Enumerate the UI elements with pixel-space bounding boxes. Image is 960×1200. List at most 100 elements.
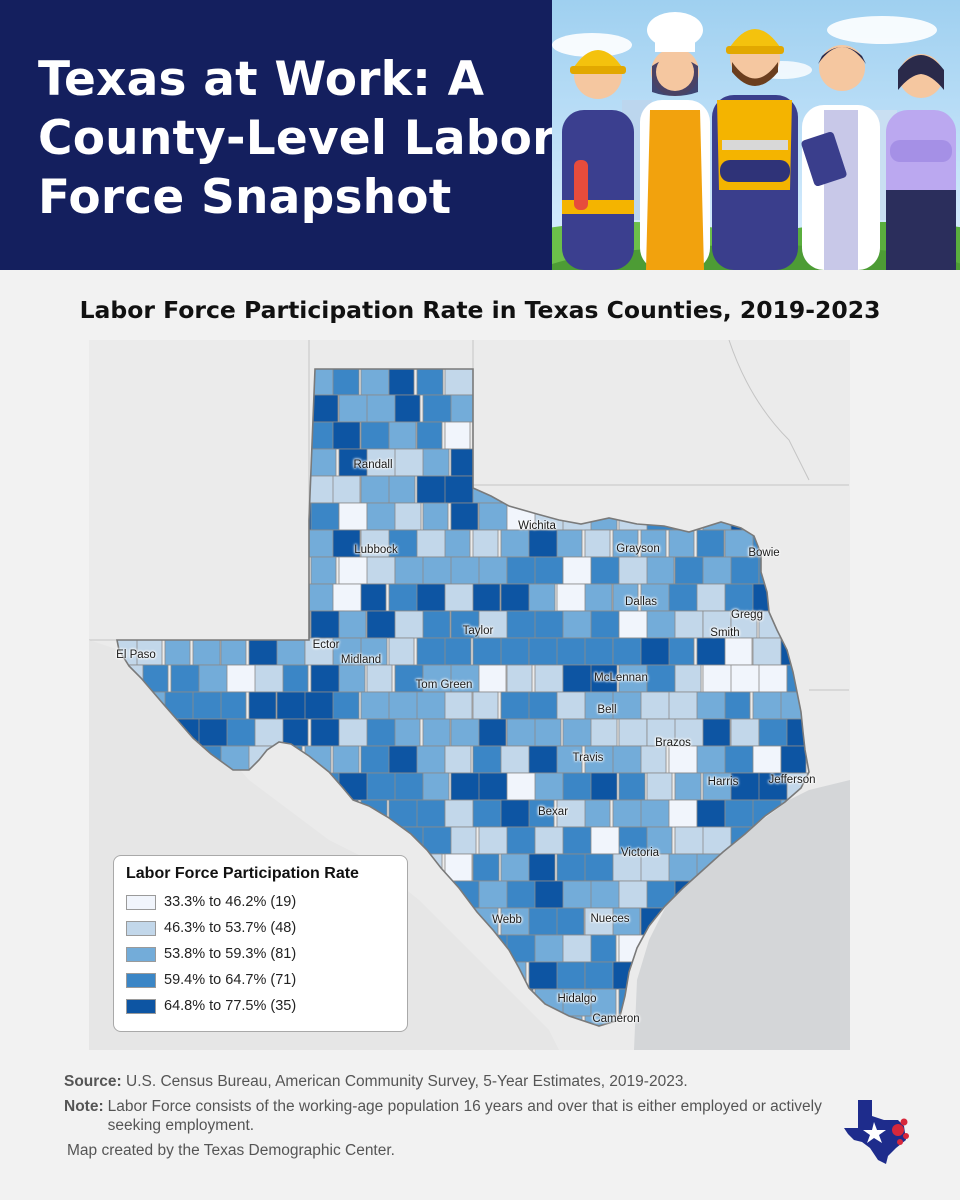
county-polygon (394, 718, 421, 747)
county-polygon (730, 448, 757, 477)
county-polygon (338, 664, 366, 693)
county-polygon (556, 421, 587, 450)
county-polygon (730, 394, 764, 423)
county-polygon (702, 610, 732, 639)
county-polygon (192, 691, 226, 720)
county-polygon (815, 395, 840, 422)
county-polygon (590, 772, 618, 801)
county-polygon (388, 421, 417, 450)
city-label: Harris (707, 776, 739, 788)
city-label: Travis (572, 752, 604, 764)
county-polygon (584, 853, 617, 882)
county-polygon (758, 664, 788, 693)
county-polygon (612, 907, 641, 936)
county-polygon (612, 583, 639, 612)
county-polygon (815, 557, 842, 584)
county-polygon (254, 664, 287, 693)
legend-label: 53.8% to 59.3% (81) (164, 946, 297, 962)
county-polygon (646, 394, 674, 423)
county-polygon (360, 421, 393, 450)
county-polygon (282, 718, 309, 747)
city-label: Taylor (462, 625, 494, 637)
county-polygon (786, 718, 809, 747)
county-polygon (254, 610, 284, 639)
county-polygon (506, 610, 540, 639)
county-polygon (117, 583, 135, 612)
county-polygon (332, 529, 361, 558)
county-polygon (472, 637, 505, 666)
county-polygon (198, 448, 231, 477)
page-title: Texas at Work: A County-Level Labor Forc… (38, 52, 556, 225)
county-polygon (786, 448, 809, 477)
county-polygon (276, 637, 306, 666)
county-polygon (780, 475, 809, 504)
county-polygon (394, 772, 428, 801)
workers-illustration (552, 0, 960, 270)
county-polygon (584, 529, 611, 558)
county-polygon (808, 475, 809, 504)
county-polygon (198, 556, 225, 585)
county-polygon (450, 664, 484, 693)
county-polygon (556, 799, 589, 828)
city-label: Nueces (590, 913, 630, 925)
police-officer-figure (886, 54, 956, 270)
county-polygon (668, 799, 698, 828)
city-label: Ector (312, 639, 340, 651)
county-polygon (786, 502, 809, 531)
legend-item: 59.4% to 64.7% (71) (126, 967, 395, 993)
county-polygon (472, 529, 499, 558)
county-polygon (640, 745, 667, 774)
source-text: U.S. Census Bureau, American Community S… (126, 1073, 688, 1090)
county-polygon (808, 691, 809, 720)
note-label: Note: (64, 1098, 104, 1115)
county-polygon (808, 745, 809, 774)
county-polygon (618, 664, 648, 693)
county-polygon (198, 664, 229, 693)
legend-swatch (126, 894, 156, 910)
legend-swatch (126, 972, 156, 988)
source-label: Source: (64, 1073, 122, 1090)
county-polygon (724, 583, 759, 612)
county-polygon (590, 880, 624, 909)
county-polygon (556, 907, 585, 936)
county-polygon (332, 637, 367, 666)
county-polygon (534, 664, 564, 693)
county-polygon (590, 448, 619, 477)
county-polygon (815, 719, 844, 746)
county-polygon (668, 691, 702, 720)
county-polygon (416, 853, 443, 882)
county-polygon (444, 637, 472, 666)
city-label: Gregg (731, 609, 763, 621)
county-polygon (136, 637, 163, 666)
county-polygon (416, 745, 446, 774)
county-polygon (584, 637, 614, 666)
county-polygon (590, 988, 617, 1017)
county-polygon (500, 529, 531, 558)
county-polygon (164, 637, 191, 666)
county-polygon (702, 394, 733, 423)
county-polygon (444, 475, 474, 504)
city-label: Wichita (518, 520, 556, 532)
county-polygon (562, 556, 596, 585)
county-polygon (310, 394, 339, 423)
county-polygon (332, 369, 360, 396)
legend-label: 59.4% to 64.7% (71) (164, 972, 297, 988)
county-polygon (612, 369, 645, 396)
county-polygon (562, 934, 596, 963)
county-polygon (304, 799, 332, 828)
county-polygon (752, 421, 783, 450)
city-label: Randall (353, 459, 393, 471)
county-polygon (310, 502, 340, 531)
note-text: Labor Force consists of the working-age … (107, 1098, 822, 1134)
county-polygon (164, 421, 192, 450)
county-polygon (724, 799, 756, 828)
county-polygon (668, 369, 698, 396)
county-polygon (674, 448, 703, 477)
county-polygon (192, 421, 224, 450)
county-polygon (388, 637, 415, 666)
county-polygon (584, 691, 619, 720)
county-polygon (506, 394, 541, 423)
county-polygon (198, 610, 231, 639)
county-polygon (668, 637, 695, 666)
county-polygon (584, 799, 611, 828)
